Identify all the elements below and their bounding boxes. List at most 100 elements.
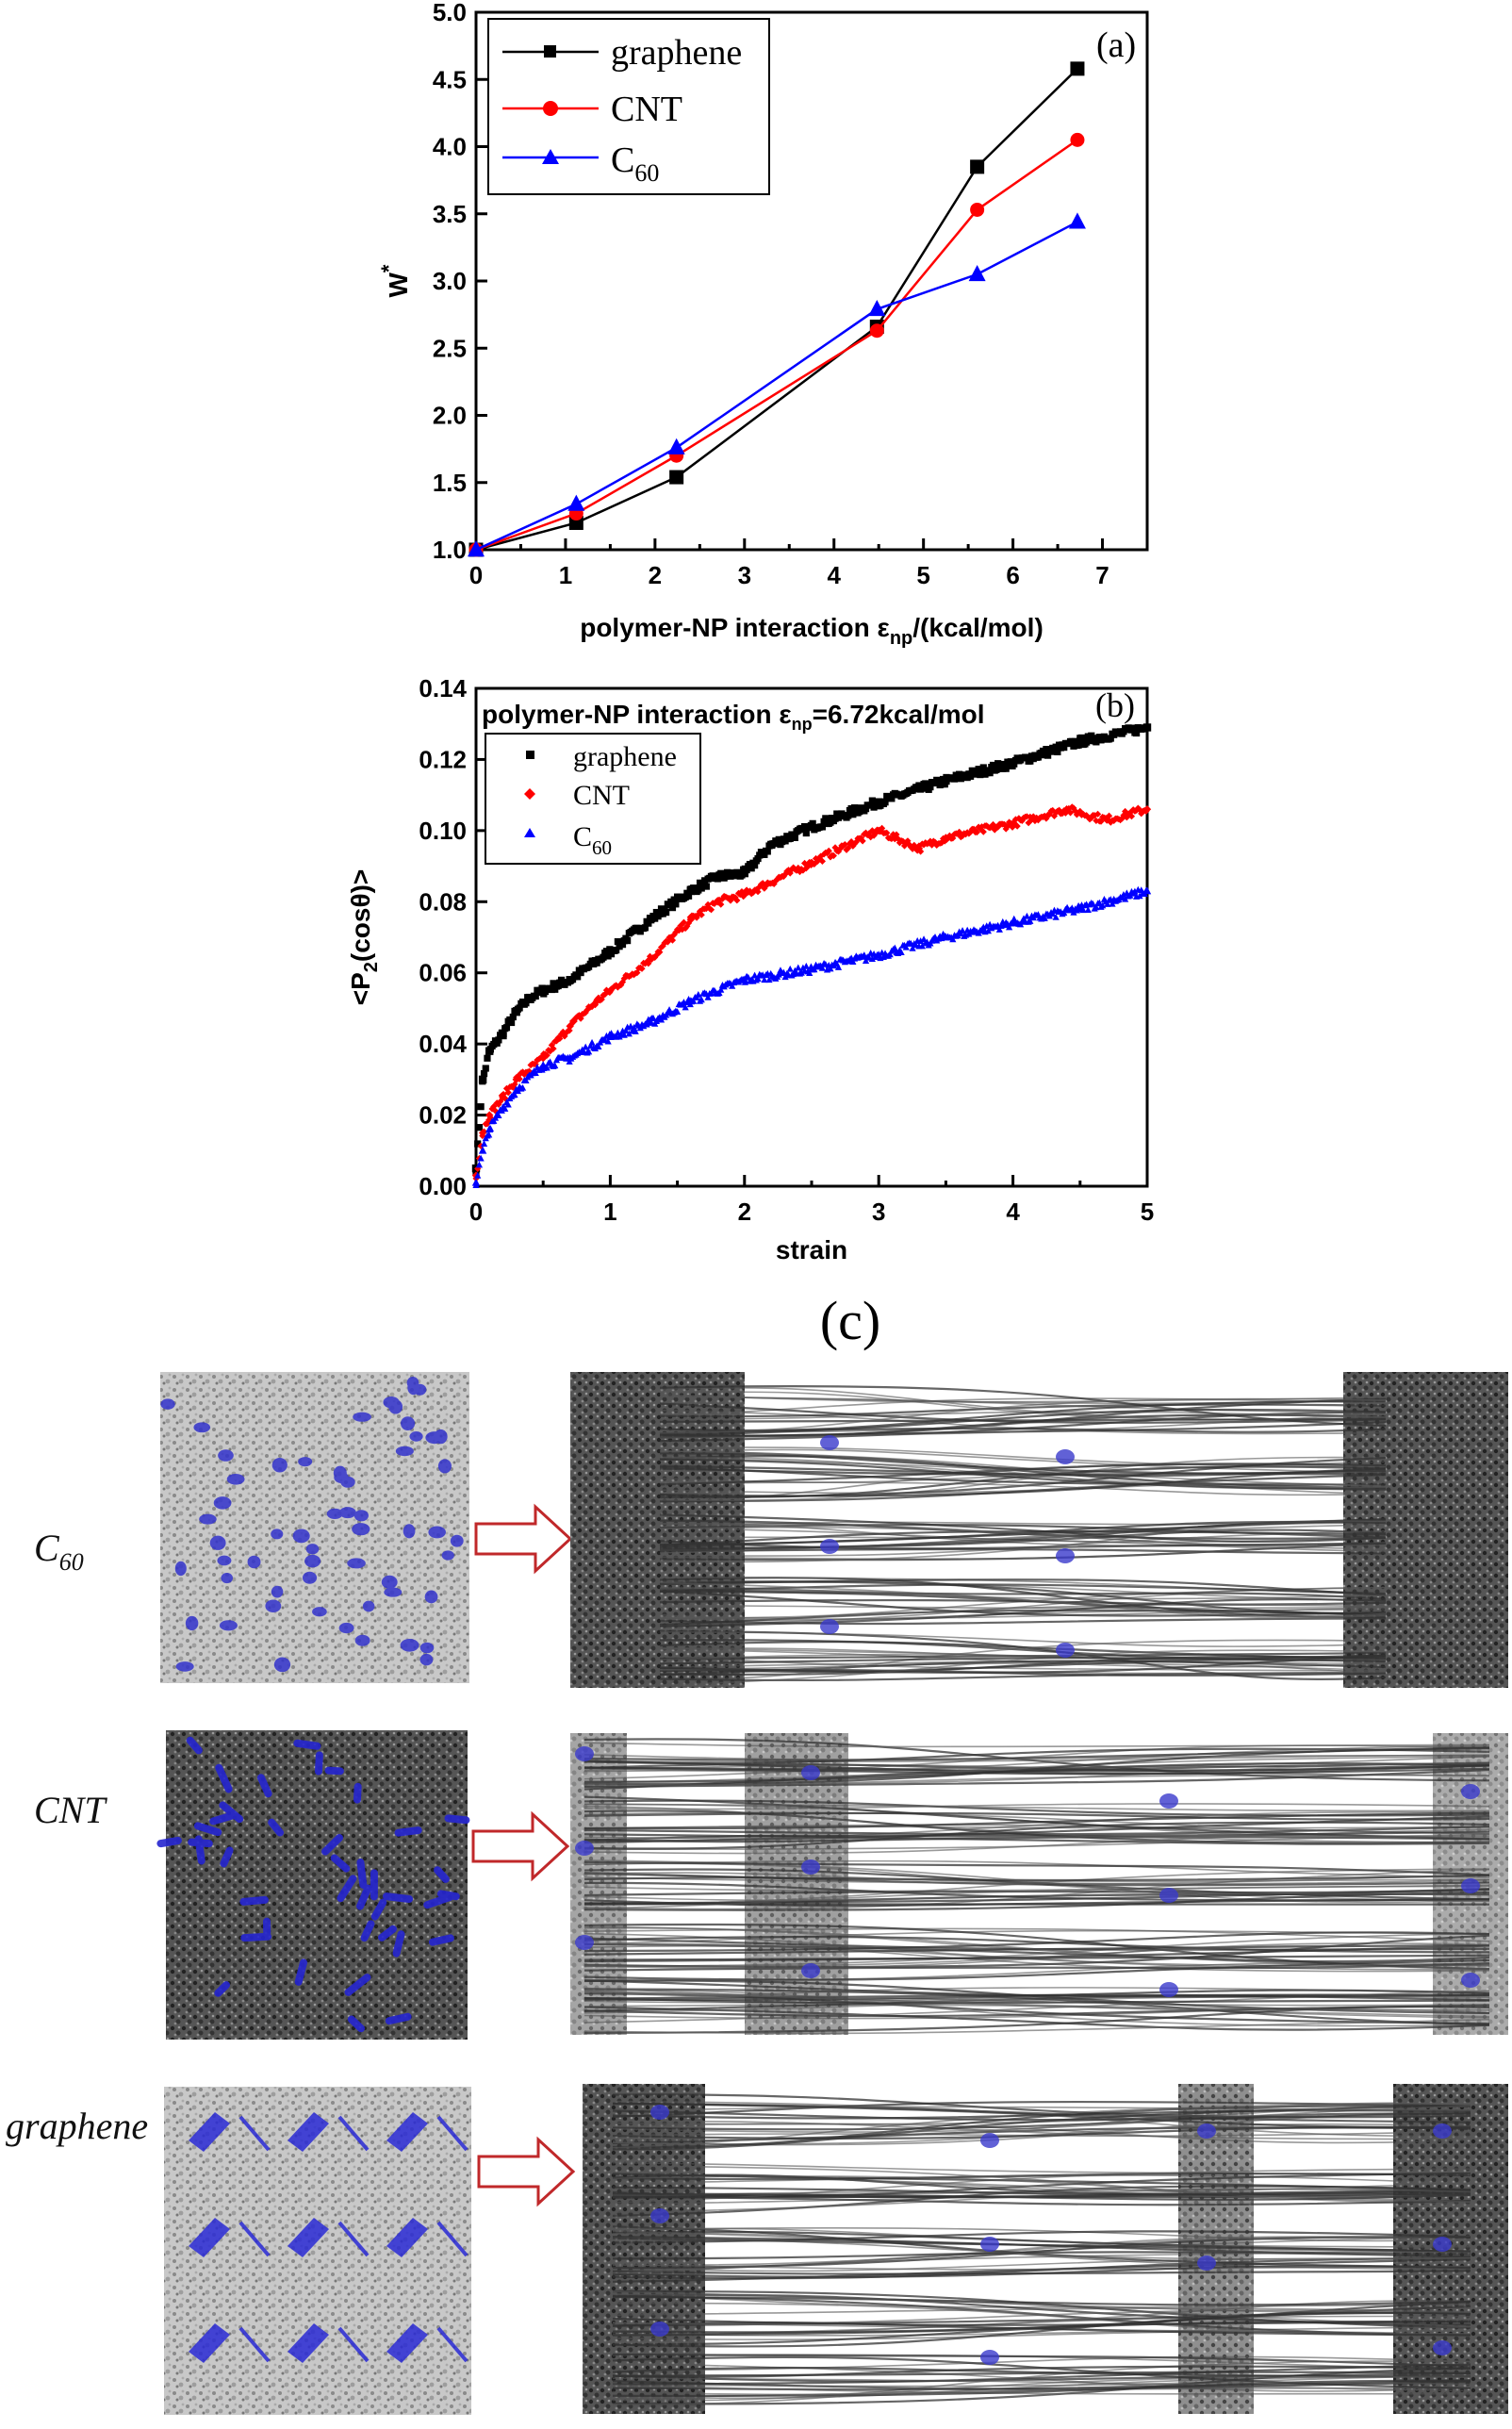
np-cluster (801, 1765, 820, 1780)
polymer-strand (612, 2109, 1471, 2120)
b-trace-2 (1126, 891, 1134, 899)
b-trace-2 (491, 1114, 500, 1121)
a-series-line-1 (475, 139, 1078, 552)
c60-particle (226, 1473, 245, 1485)
b-trace-0 (1093, 738, 1100, 746)
c60-particle (271, 1458, 288, 1473)
polymer-strand (659, 1408, 1387, 1437)
b-trace-2 (1023, 912, 1031, 919)
b-trace-0 (717, 869, 725, 877)
b-trace-1 (786, 869, 794, 877)
b-trace-2 (1049, 910, 1057, 917)
b-trace-2 (1104, 901, 1111, 907)
b-trace-0 (809, 819, 816, 827)
b-trace-1 (917, 848, 925, 855)
polymer-strand (583, 1989, 1490, 2002)
b-trace-2 (698, 996, 705, 1003)
b-trace-2 (585, 1048, 593, 1055)
polymer-strand (583, 1821, 1490, 1850)
a-ytick-label: 1.5 (433, 469, 467, 497)
b-trace-0 (986, 769, 994, 777)
b-trace-1 (761, 884, 768, 892)
polymer-strand (612, 2300, 1471, 2337)
arrow-cnt (471, 1810, 570, 1882)
b-trace-1 (668, 936, 677, 944)
c60-particle (409, 1431, 423, 1442)
b-trace-1 (909, 845, 916, 852)
c60-particle (354, 1634, 370, 1646)
polymer-strand (583, 2004, 1490, 2018)
polymer-strand (612, 2317, 1471, 2326)
legend-b-cnt-marker (524, 788, 535, 800)
np-cluster (801, 1859, 820, 1875)
c60-particle (388, 1399, 403, 1414)
polymer-strand (612, 2250, 1471, 2274)
b-trace-1 (818, 857, 826, 865)
b-trace-2 (472, 1181, 480, 1189)
b-trace-0 (495, 1036, 502, 1044)
cnt-rod (356, 1858, 368, 1890)
a-xtick-label: 0 (469, 561, 483, 589)
b-trace-2 (518, 1083, 527, 1091)
cnt-rod (353, 1782, 362, 1804)
b-trace-1 (1018, 817, 1026, 824)
b-trace-1 (899, 837, 907, 845)
panel-a-x-axis-label: polymer-NP interaction εnp/(kcal/mol) (580, 613, 1044, 649)
polymer-strand (583, 1954, 1490, 1961)
b-xtick-label: 2 (738, 1198, 751, 1226)
b-trace-1 (904, 837, 912, 845)
b-trace-2 (604, 1037, 612, 1045)
graphene-sheet (189, 2323, 230, 2363)
b-trace-1 (638, 965, 646, 972)
graphene-sheet-edge (337, 2221, 370, 2257)
a-ytick-label: 1.0 (433, 536, 467, 564)
b-trace-1 (577, 1015, 584, 1022)
arrow-c60 (474, 1503, 573, 1575)
b-trace-0 (1077, 734, 1086, 742)
c60-initial-snapshot (160, 1372, 469, 1683)
b-xtick-label: 3 (872, 1198, 885, 1226)
np-cluster (1461, 1784, 1480, 1799)
polymer-strand (659, 1655, 1387, 1676)
cnt-rod (193, 1822, 222, 1837)
polymer-strand (659, 1583, 1387, 1595)
c60-particle (353, 1510, 369, 1522)
b-trace-1 (598, 996, 605, 1003)
graphene-sheet-edge (238, 2221, 271, 2257)
polymer-strand (659, 1520, 1387, 1563)
c60-particle (160, 1398, 175, 1410)
a-ytick-label: 2.5 (433, 334, 467, 362)
b-trace-2 (682, 1003, 689, 1011)
b-trace-1 (645, 960, 652, 967)
np-cluster (1197, 2256, 1216, 2271)
a-ytick-label: 3.0 (433, 267, 467, 295)
b-trace-0 (502, 1024, 511, 1032)
b-trace-0 (484, 1054, 491, 1062)
b-trace-2 (897, 949, 905, 956)
polymer-strand (612, 2195, 1471, 2206)
b-trace-0 (979, 764, 987, 771)
graphene-sheet-edge (337, 2326, 370, 2363)
panel-b-annotation: polymer-NP interaction εnp=6.72kcal/mol (482, 700, 985, 734)
b-trace-1 (893, 831, 900, 838)
b-trace-1 (1122, 807, 1129, 816)
b-ytick-label: 0.14 (419, 674, 467, 702)
legend-b-cnt-label: CNT (573, 780, 630, 811)
polymer-strand (583, 1742, 1490, 1748)
polymer-strand (659, 1604, 1387, 1610)
polymer-strand (659, 1526, 1387, 1547)
b-trace-0 (479, 1078, 486, 1085)
b-trace-1 (717, 901, 725, 908)
polymer-strand (583, 1991, 1490, 2011)
c60-particle (407, 1380, 419, 1396)
c60-particle (265, 1599, 282, 1612)
cnt-rod (337, 1875, 357, 1903)
a-point-0-2 (669, 470, 684, 485)
graphene-sheet-edge (238, 2115, 271, 2152)
c60-particle (338, 1622, 354, 1634)
b-trace-0 (507, 1018, 516, 1027)
np-cluster (820, 1619, 839, 1634)
c60-particle (271, 1528, 284, 1540)
polymer-strand (583, 1881, 1490, 1902)
np-cluster (980, 2237, 999, 2252)
